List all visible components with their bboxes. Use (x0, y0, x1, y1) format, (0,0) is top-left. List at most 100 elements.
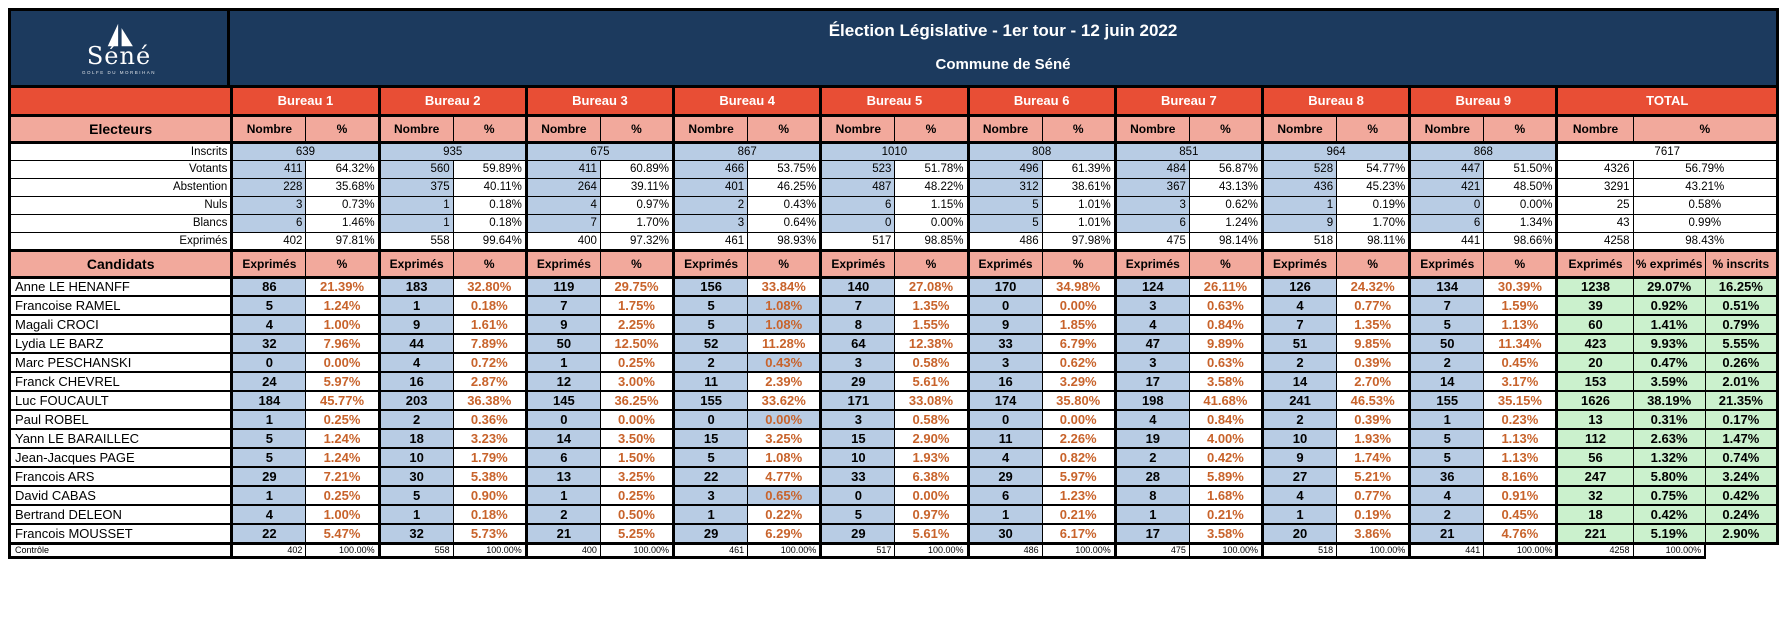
pct-column-header: % (1483, 113, 1558, 144)
controle-pct: 100.00% (747, 541, 822, 559)
candidate-votes: 29 (672, 523, 749, 544)
candidate-pct: 35.80% (1041, 390, 1116, 411)
stat-pct: 38.61% (1041, 177, 1116, 197)
stat-pct: 40.11% (452, 177, 527, 197)
candidate-pct: 3.23% (452, 428, 527, 449)
candidate-total-votes: 13 (1555, 409, 1634, 430)
candidate-pct: 6.29% (747, 523, 822, 544)
candidate-total-pct-exprimes: 2.63% (1632, 428, 1706, 449)
candidate-votes: 1 (230, 485, 307, 506)
pct-column-header: % (1188, 248, 1263, 279)
candidate-votes: 3 (966, 352, 1043, 373)
candidate-pct: 5.25% (599, 523, 675, 544)
bureau-header-spacer (7, 88, 233, 117)
candidate-pct: 34.98% (1041, 276, 1116, 297)
candidate-votes: 134 (1408, 276, 1485, 297)
candidate-total-pct-exprimes: 29.07% (1632, 276, 1706, 297)
candidate-votes: 184 (230, 390, 307, 411)
bureau-header: Bureau 3 (524, 88, 675, 117)
controle-pct: 100.00% (1041, 541, 1116, 559)
candidate-votes: 174 (966, 390, 1043, 411)
exprimes-column-header: Exprimés (1260, 248, 1338, 279)
results-table-body: Bureau 1 Bureau 2 Bureau 3 Bureau 4 Bureau 5… (7, 88, 1780, 559)
candidate-votes: 7 (1408, 295, 1485, 316)
stat-pct: 0.97% (599, 195, 675, 215)
electeurs-section-label: Electeurs (7, 113, 233, 144)
stat-nombre: 7 (524, 213, 601, 233)
candidate-votes: 17 (1113, 523, 1190, 544)
candidate-votes: 14 (1408, 371, 1485, 392)
candidats-section-label: Candidats (7, 248, 233, 279)
candidate-total-votes: 56 (1555, 447, 1634, 468)
candidate-votes: 6 (966, 485, 1043, 506)
candidate-votes: 198 (1113, 390, 1190, 411)
commune-logo: Séné GOLFE DU MORBIHAN (11, 11, 230, 85)
candidate-votes: 5 (377, 485, 454, 506)
candidate-total-pct-inscrits: 2.01% (1704, 371, 1780, 392)
candidate-votes: 2 (377, 409, 454, 430)
candidate-total-votes: 221 (1555, 523, 1634, 544)
candidate-votes: 19 (1113, 428, 1190, 449)
controle-nombre: 400 (524, 541, 601, 559)
controle-nombre: 486 (966, 541, 1043, 559)
controle-pct: 100.00% (305, 541, 380, 559)
stat-row: Blancs 6 1.46% 1 0.18% 7 1.70% 3 0.64% 0 0.00% 5 1.0… (7, 213, 1780, 233)
candidate-pct: 5.73% (452, 523, 527, 544)
stat-pct: 54.77% (1336, 159, 1411, 179)
stat-pct: 99.64% (452, 231, 527, 251)
stat-nombre: 447 (1408, 159, 1485, 179)
candidate-pct: 3.58% (1188, 523, 1263, 544)
candidate-votes: 4 (966, 447, 1043, 468)
candidate-pct: 1.75% (599, 295, 675, 316)
candidate-votes: 4 (377, 352, 454, 373)
candidate-votes: 64 (819, 333, 896, 354)
stat-pct: 98.85% (894, 231, 969, 251)
candidate-votes: 22 (230, 523, 307, 544)
candidate-votes: 170 (966, 276, 1043, 297)
stat-nombre: 402 (230, 231, 307, 251)
exprimes-column-header: Exprimés (1113, 248, 1190, 279)
stat-label: Blancs (7, 213, 233, 233)
candidate-row: Bertrand DELEON 4 1.00% 1 0.18% 2 0.50% 1 0.22% 5… (7, 504, 1780, 525)
candidate-votes: 145 (524, 390, 601, 411)
candidate-name: Anne LE HENANFF (7, 276, 233, 297)
stat-nombre: 411 (230, 159, 307, 179)
candidate-votes: 4 (1113, 314, 1190, 335)
candidate-votes: 20 (1260, 523, 1338, 544)
candidate-votes: 18 (377, 428, 454, 449)
stat-nombre: 6 (1408, 213, 1485, 233)
controle-total-nombre: 4258 (1555, 541, 1634, 559)
stat-nombre: 1 (1260, 195, 1338, 215)
stat-pct: 39.11% (599, 177, 675, 197)
candidate-pct: 7.89% (452, 333, 527, 354)
candidate-pct: 1.68% (1188, 485, 1263, 506)
candidate-total-pct-exprimes: 5.80% (1632, 466, 1706, 487)
stat-total-pct: 56.79% (1632, 159, 1780, 179)
candidate-pct: 0.72% (452, 352, 527, 373)
stat-nombre: 421 (1408, 177, 1485, 197)
candidate-pct: 1.85% (1041, 314, 1116, 335)
candidate-total-votes: 60 (1555, 314, 1634, 335)
candidate-pct: 12.50% (599, 333, 675, 354)
candidate-pct: 0.00% (599, 409, 675, 430)
candidate-votes: 5 (672, 314, 749, 335)
stat-row: Votants 411 64.32% 560 59.89% 411 60.89% 466 53.… (7, 159, 1780, 179)
candidate-pct: 1.61% (452, 314, 527, 335)
stat-nombre: 6 (1113, 213, 1190, 233)
candidate-votes: 2 (672, 352, 749, 373)
stat-nombre: 0 (1408, 195, 1485, 215)
stat-pct: 97.98% (1041, 231, 1116, 251)
candidate-pct: 1.00% (305, 504, 380, 525)
candidate-votes: 1 (524, 352, 601, 373)
pct-column-header: % (452, 248, 527, 279)
total-pct-inscrits-header: % inscrits (1704, 248, 1780, 279)
controle-nombre: 402 (230, 541, 307, 559)
stat-pct: 53.75% (747, 159, 822, 179)
stat-inscrits-value: 675 (524, 141, 675, 161)
candidate-row: Paul ROBEL 1 0.25% 2 0.36% 0 0.00% 0 0.00% 3 0.58%… (7, 409, 1780, 430)
page-title: Élection Législative - 1er tour - 12 jui… (828, 21, 1178, 40)
controle-label: Contrôle (7, 541, 233, 559)
candidate-total-pct-inscrits: 21.35% (1704, 390, 1780, 411)
controle-row: Contrôle 402 100.00% 558 100.00% 400 100.00% 46… (7, 541, 1778, 559)
stat-row: Exprimés 402 97.81% 558 99.64% 400 97.32% 461 98… (7, 231, 1780, 251)
